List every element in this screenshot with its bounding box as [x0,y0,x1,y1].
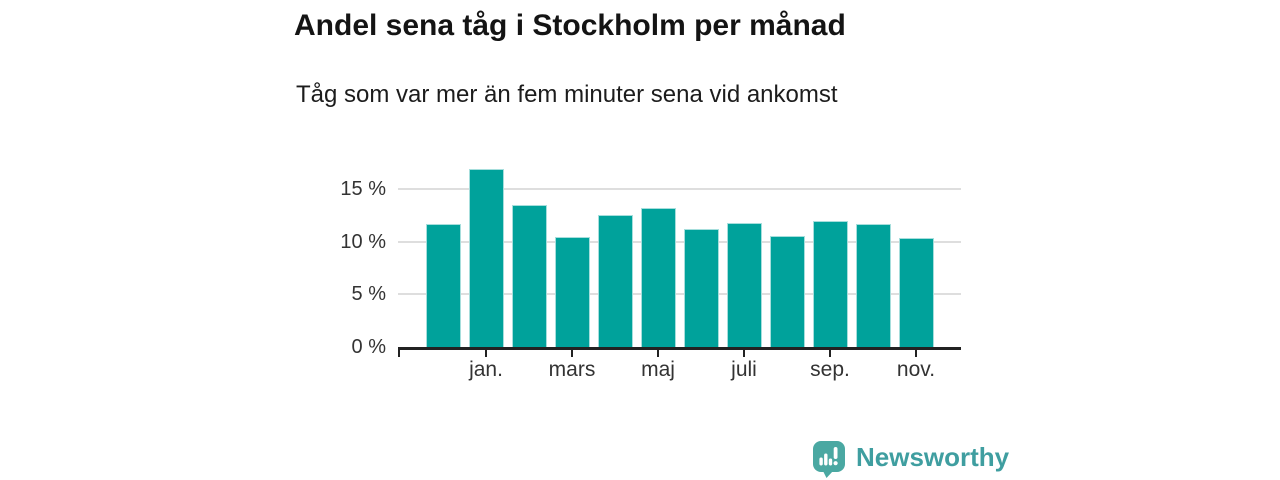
gridline-10pct [398,240,961,243]
x-axis-tick-label: maj [641,358,675,381]
bar-sep [812,221,848,347]
x-axis-tick-label: nov. [896,358,936,381]
x-axis-tick-nov [915,347,917,357]
x-axis-tick-maj [657,347,659,357]
x-axis-edge-tick [398,347,400,357]
bar-okt [855,224,891,347]
gridline-5pct [398,293,961,296]
x-axis-tick-jan [485,347,487,357]
bar-maj [640,208,676,347]
bar-juli [726,223,762,347]
plot-area [398,150,961,357]
bar-aug [769,236,805,347]
x-axis-tick-sep [829,347,831,357]
y-axis-tick-label: 0 % [351,336,386,358]
y-axis-tick-label: 10 % [340,230,386,253]
x-axis-line [398,347,961,350]
x-axis-tick-label: juli [731,358,757,381]
bar-feb [511,205,547,347]
gridline-15pct [398,187,961,190]
newsworthy-icon [813,441,845,478]
x-axis-tick-label: jan. [469,358,503,381]
bar-juni [683,229,719,347]
newsworthy-wordmark: Newsworthy [856,442,1010,472]
x-axis-tick-juli [743,347,745,357]
y-axis-tick-label: 5 % [351,283,386,306]
bar-nov [898,238,934,347]
bar-dec [425,224,461,347]
x-axis-tick-label: mars [548,358,596,381]
newsworthy-logo: Newsworthy [812,440,1009,478]
x-axis-tick-label: sep. [810,358,850,381]
chart-subtitle: Tåg som var mer än fem minuter sena vid … [296,81,838,108]
bar-mars [554,237,590,347]
bar-jan [468,169,504,347]
y-axis-tick-label: 15 % [340,177,386,200]
bar-apr [597,215,633,347]
x-axis-tick-mars [571,347,573,357]
chart-title: Andel sena tåg i Stockholm per månad [294,9,846,42]
